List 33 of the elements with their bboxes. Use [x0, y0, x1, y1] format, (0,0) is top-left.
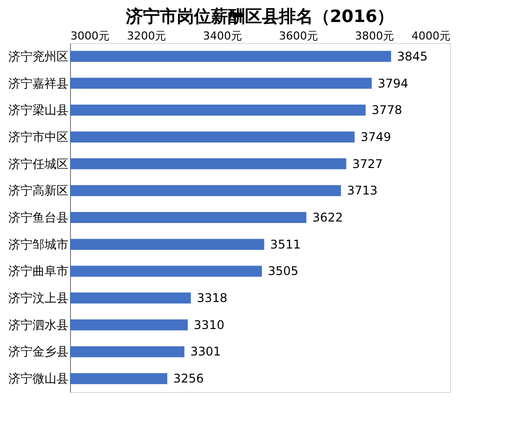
data-label: 3310 [194, 318, 224, 332]
x-tick-label: 3200元 [127, 30, 166, 42]
data-label: 3778 [372, 103, 402, 118]
data-label: 3511 [270, 237, 301, 252]
data-label: 3301 [190, 344, 221, 359]
data-label: 3505 [268, 264, 298, 278]
data-label: 3256 [173, 372, 204, 386]
y-tick-label: 济宁邹城市 [8, 237, 68, 252]
data-label: 3318 [196, 291, 228, 306]
y-tick-label: 济宁微山县 [8, 372, 68, 386]
x-tick-label: 3400元 [203, 30, 242, 42]
y-tick-label: 济宁任城区 [8, 156, 68, 171]
data-label: 3713 [346, 184, 378, 198]
y-tick-label: 济宁市中区 [8, 130, 68, 144]
x-tick-label: 3600元 [279, 30, 318, 42]
y-tick-label: 济宁曲阜市 [8, 264, 68, 278]
data-label: 3845 [397, 49, 428, 64]
chart-title: 济宁市岗位薪酬区县排名（2016） [124, 7, 394, 27]
y-tick-label: 济宁嘉祥县 [8, 76, 68, 90]
data-label: 3727 [352, 156, 383, 171]
y-tick-label: 济宁高新区 [8, 184, 68, 198]
data-label: 3749 [360, 130, 392, 144]
x-tick-label: 3800元 [355, 30, 394, 42]
y-tick-label: 济宁鱼台县 [8, 210, 68, 224]
y-tick-label: 济宁汶上县 [8, 291, 68, 306]
data-label: 3794 [378, 76, 408, 90]
data-label: 3622 [312, 210, 343, 224]
y-tick-label: 济宁梁山县 [8, 103, 68, 118]
x-tick-label: 3000元 [70, 30, 110, 42]
y-tick-label: 济宁泗水县 [8, 318, 68, 332]
x-tick-label: 4000元 [412, 30, 450, 42]
y-tick-label: 济宁兖州区 [8, 49, 68, 64]
y-tick-label: 济宁金乡县 [8, 344, 68, 359]
